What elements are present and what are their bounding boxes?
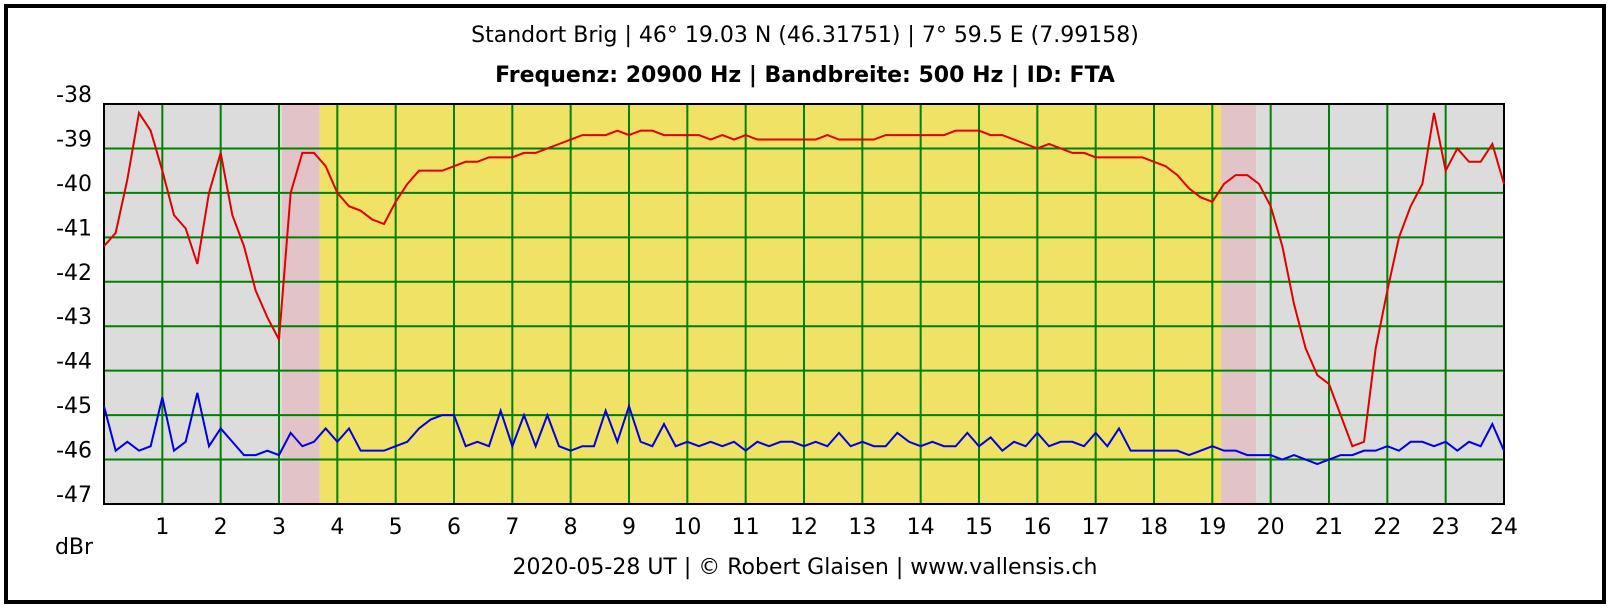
y-tick-label: -41 xyxy=(56,216,92,241)
shaded-band xyxy=(319,104,1222,504)
x-tick-label: 11 xyxy=(732,515,760,540)
chart-subtitle: Frequenz: 20900 Hz | Bandbreite: 500 Hz … xyxy=(495,63,1115,88)
shaded-band xyxy=(104,104,282,504)
x-tick-label: 19 xyxy=(1198,515,1226,540)
x-tick-label: 1 xyxy=(155,515,169,540)
x-tick-label: 5 xyxy=(389,515,403,540)
x-tick-label: 9 xyxy=(622,515,636,540)
shaded-band xyxy=(1256,104,1504,504)
x-tick-label: 10 xyxy=(673,515,701,540)
x-tick-label: 4 xyxy=(330,515,344,540)
x-tick-label: 7 xyxy=(505,515,519,540)
x-tick-label: 13 xyxy=(848,515,876,540)
chart-title: Standort Brig | 46° 19.03 N (46.31751) |… xyxy=(471,23,1139,48)
y-tick-label: -39 xyxy=(56,127,92,152)
y-tick-label: -38 xyxy=(56,83,92,108)
x-tick-label: 22 xyxy=(1373,515,1401,540)
y-tick-label: -43 xyxy=(56,305,92,330)
x-tick-label: 8 xyxy=(564,515,578,540)
x-tick-label: 24 xyxy=(1490,515,1518,540)
y-tick-label: -45 xyxy=(56,394,92,419)
x-tick-label: 20 xyxy=(1257,515,1285,540)
line-series xyxy=(103,392,1505,466)
x-tick-label: 15 xyxy=(965,515,993,540)
x-tick-label: 21 xyxy=(1315,515,1343,540)
x-tick-label: 23 xyxy=(1432,515,1460,540)
x-tick-label: 17 xyxy=(1082,515,1110,540)
x-tick-label: 16 xyxy=(1023,515,1051,540)
line-series xyxy=(103,110,1505,448)
y-tick-label: -44 xyxy=(56,350,92,375)
x-tick-label: 18 xyxy=(1140,515,1168,540)
x-tick-label: 3 xyxy=(272,515,286,540)
x-tick-label: 14 xyxy=(907,515,935,540)
x-tick-label: 2 xyxy=(214,515,228,540)
y-tick-label: -46 xyxy=(56,439,92,464)
y-axis-label: dBr xyxy=(55,535,94,560)
x-tick-label: 12 xyxy=(790,515,818,540)
shaded-band xyxy=(1221,104,1257,504)
x-tick-label: 6 xyxy=(447,515,461,540)
footer: 2020-05-28 UT | © Robert Glaisen | www.v… xyxy=(512,555,1097,580)
plot-border xyxy=(103,103,1505,505)
y-tick-label: -40 xyxy=(56,172,92,197)
y-tick-label: -42 xyxy=(56,261,92,286)
y-tick-label: -47 xyxy=(56,483,92,508)
